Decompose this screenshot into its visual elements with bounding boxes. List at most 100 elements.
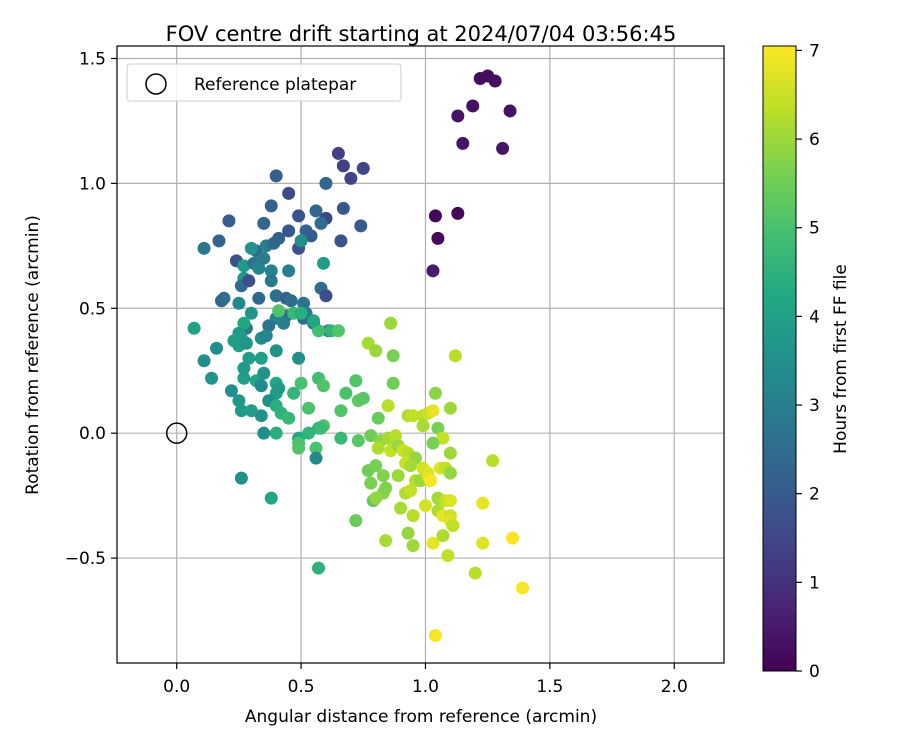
data-point: [379, 481, 393, 495]
data-point: [282, 224, 296, 238]
data-point: [426, 264, 440, 278]
data-point: [451, 206, 465, 220]
data-point: [244, 241, 258, 255]
data-point: [319, 176, 333, 190]
data-point: [292, 351, 306, 365]
colorbar-tick-label: 6: [809, 130, 820, 150]
data-point: [456, 136, 470, 150]
data-point: [232, 296, 246, 310]
colorbar-label: Hours from first FF file: [831, 264, 851, 454]
data-point: [242, 351, 256, 365]
data-point: [443, 401, 457, 415]
y-axis-ticks: −0.5 0.0 0.5 1.0 1.5: [65, 49, 117, 569]
data-point: [316, 256, 330, 270]
data-point: [476, 496, 490, 510]
data-point: [436, 431, 450, 445]
data-point: [428, 629, 442, 643]
colorbar-tick-label: 3: [809, 396, 820, 416]
x-tick-label: 1.0: [412, 677, 439, 697]
data-point: [336, 159, 350, 173]
data-point: [262, 319, 276, 333]
data-point: [369, 459, 383, 473]
data-point: [264, 274, 278, 288]
data-point: [406, 409, 420, 423]
data-point: [257, 366, 271, 380]
chart-title: FOV centre drift starting at 2024/07/04 …: [166, 22, 677, 46]
data-point: [309, 441, 323, 455]
data-point: [451, 109, 465, 123]
data-point: [244, 306, 258, 320]
data-point: [287, 386, 301, 400]
data-point: [466, 99, 480, 113]
data-point: [431, 231, 445, 245]
x-axis-ticks: 0.0 0.5 1.0 1.5 2.0: [163, 663, 688, 697]
data-point: [515, 581, 529, 595]
data-point: [354, 219, 368, 233]
colorbar-gradient: [762, 45, 797, 672]
data-point: [418, 499, 432, 513]
data-point: [272, 381, 286, 395]
data-point: [356, 391, 370, 405]
data-point: [302, 401, 316, 415]
data-point: [404, 484, 418, 498]
data-point: [282, 264, 296, 278]
data-point: [314, 421, 328, 435]
colorbar-tick-label: 1: [809, 573, 820, 593]
data-point: [292, 209, 306, 223]
y-tick-label: 0.5: [79, 299, 106, 319]
data-point: [423, 474, 437, 488]
grid: [117, 46, 724, 663]
data-point: [269, 426, 283, 440]
data-point: [443, 466, 457, 480]
data-point: [331, 324, 345, 338]
data-points: [187, 69, 529, 643]
data-point: [237, 259, 251, 273]
data-point: [441, 549, 455, 563]
data-point: [224, 384, 238, 398]
data-point: [252, 261, 266, 275]
data-point: [356, 161, 370, 175]
data-point: [364, 429, 378, 443]
data-point: [364, 476, 378, 490]
data-point: [496, 141, 510, 155]
data-point: [217, 291, 231, 305]
data-point: [294, 234, 308, 248]
data-point: [232, 394, 246, 408]
data-point: [314, 216, 328, 230]
data-point: [446, 519, 460, 533]
plot-frame: [116, 45, 725, 664]
data-point: [244, 404, 258, 418]
data-point: [282, 411, 296, 425]
x-axis-label: Angular distance from reference (arcmin): [245, 707, 597, 727]
data-point: [316, 379, 330, 393]
data-point: [369, 344, 383, 358]
data-point: [506, 531, 520, 545]
data-point: [369, 491, 383, 505]
data-point: [257, 216, 271, 230]
data-point: [371, 411, 385, 425]
data-point: [334, 431, 348, 445]
legend: Reference platepar: [126, 63, 402, 102]
data-point: [264, 491, 278, 505]
data-point: [212, 234, 226, 248]
data-point: [391, 469, 405, 483]
data-point: [401, 526, 415, 540]
data-point: [297, 296, 311, 310]
y-tick-label: 1.5: [79, 49, 106, 69]
data-point: [187, 321, 201, 335]
data-point: [312, 324, 326, 338]
legend-marker: [145, 73, 167, 95]
data-point: [197, 354, 211, 368]
data-point: [344, 171, 358, 185]
data-point: [436, 529, 450, 543]
data-point: [294, 376, 308, 390]
data-point: [339, 386, 353, 400]
data-point: [264, 199, 278, 213]
x-tick-label: 2.0: [661, 677, 688, 697]
data-point: [222, 214, 236, 228]
colorbar-ticks: 0 1 2 3 4 5 6 7: [796, 41, 820, 682]
x-tick-label: 1.5: [536, 677, 563, 697]
data-point: [234, 471, 248, 485]
data-point: [234, 404, 248, 418]
data-point: [197, 241, 211, 255]
